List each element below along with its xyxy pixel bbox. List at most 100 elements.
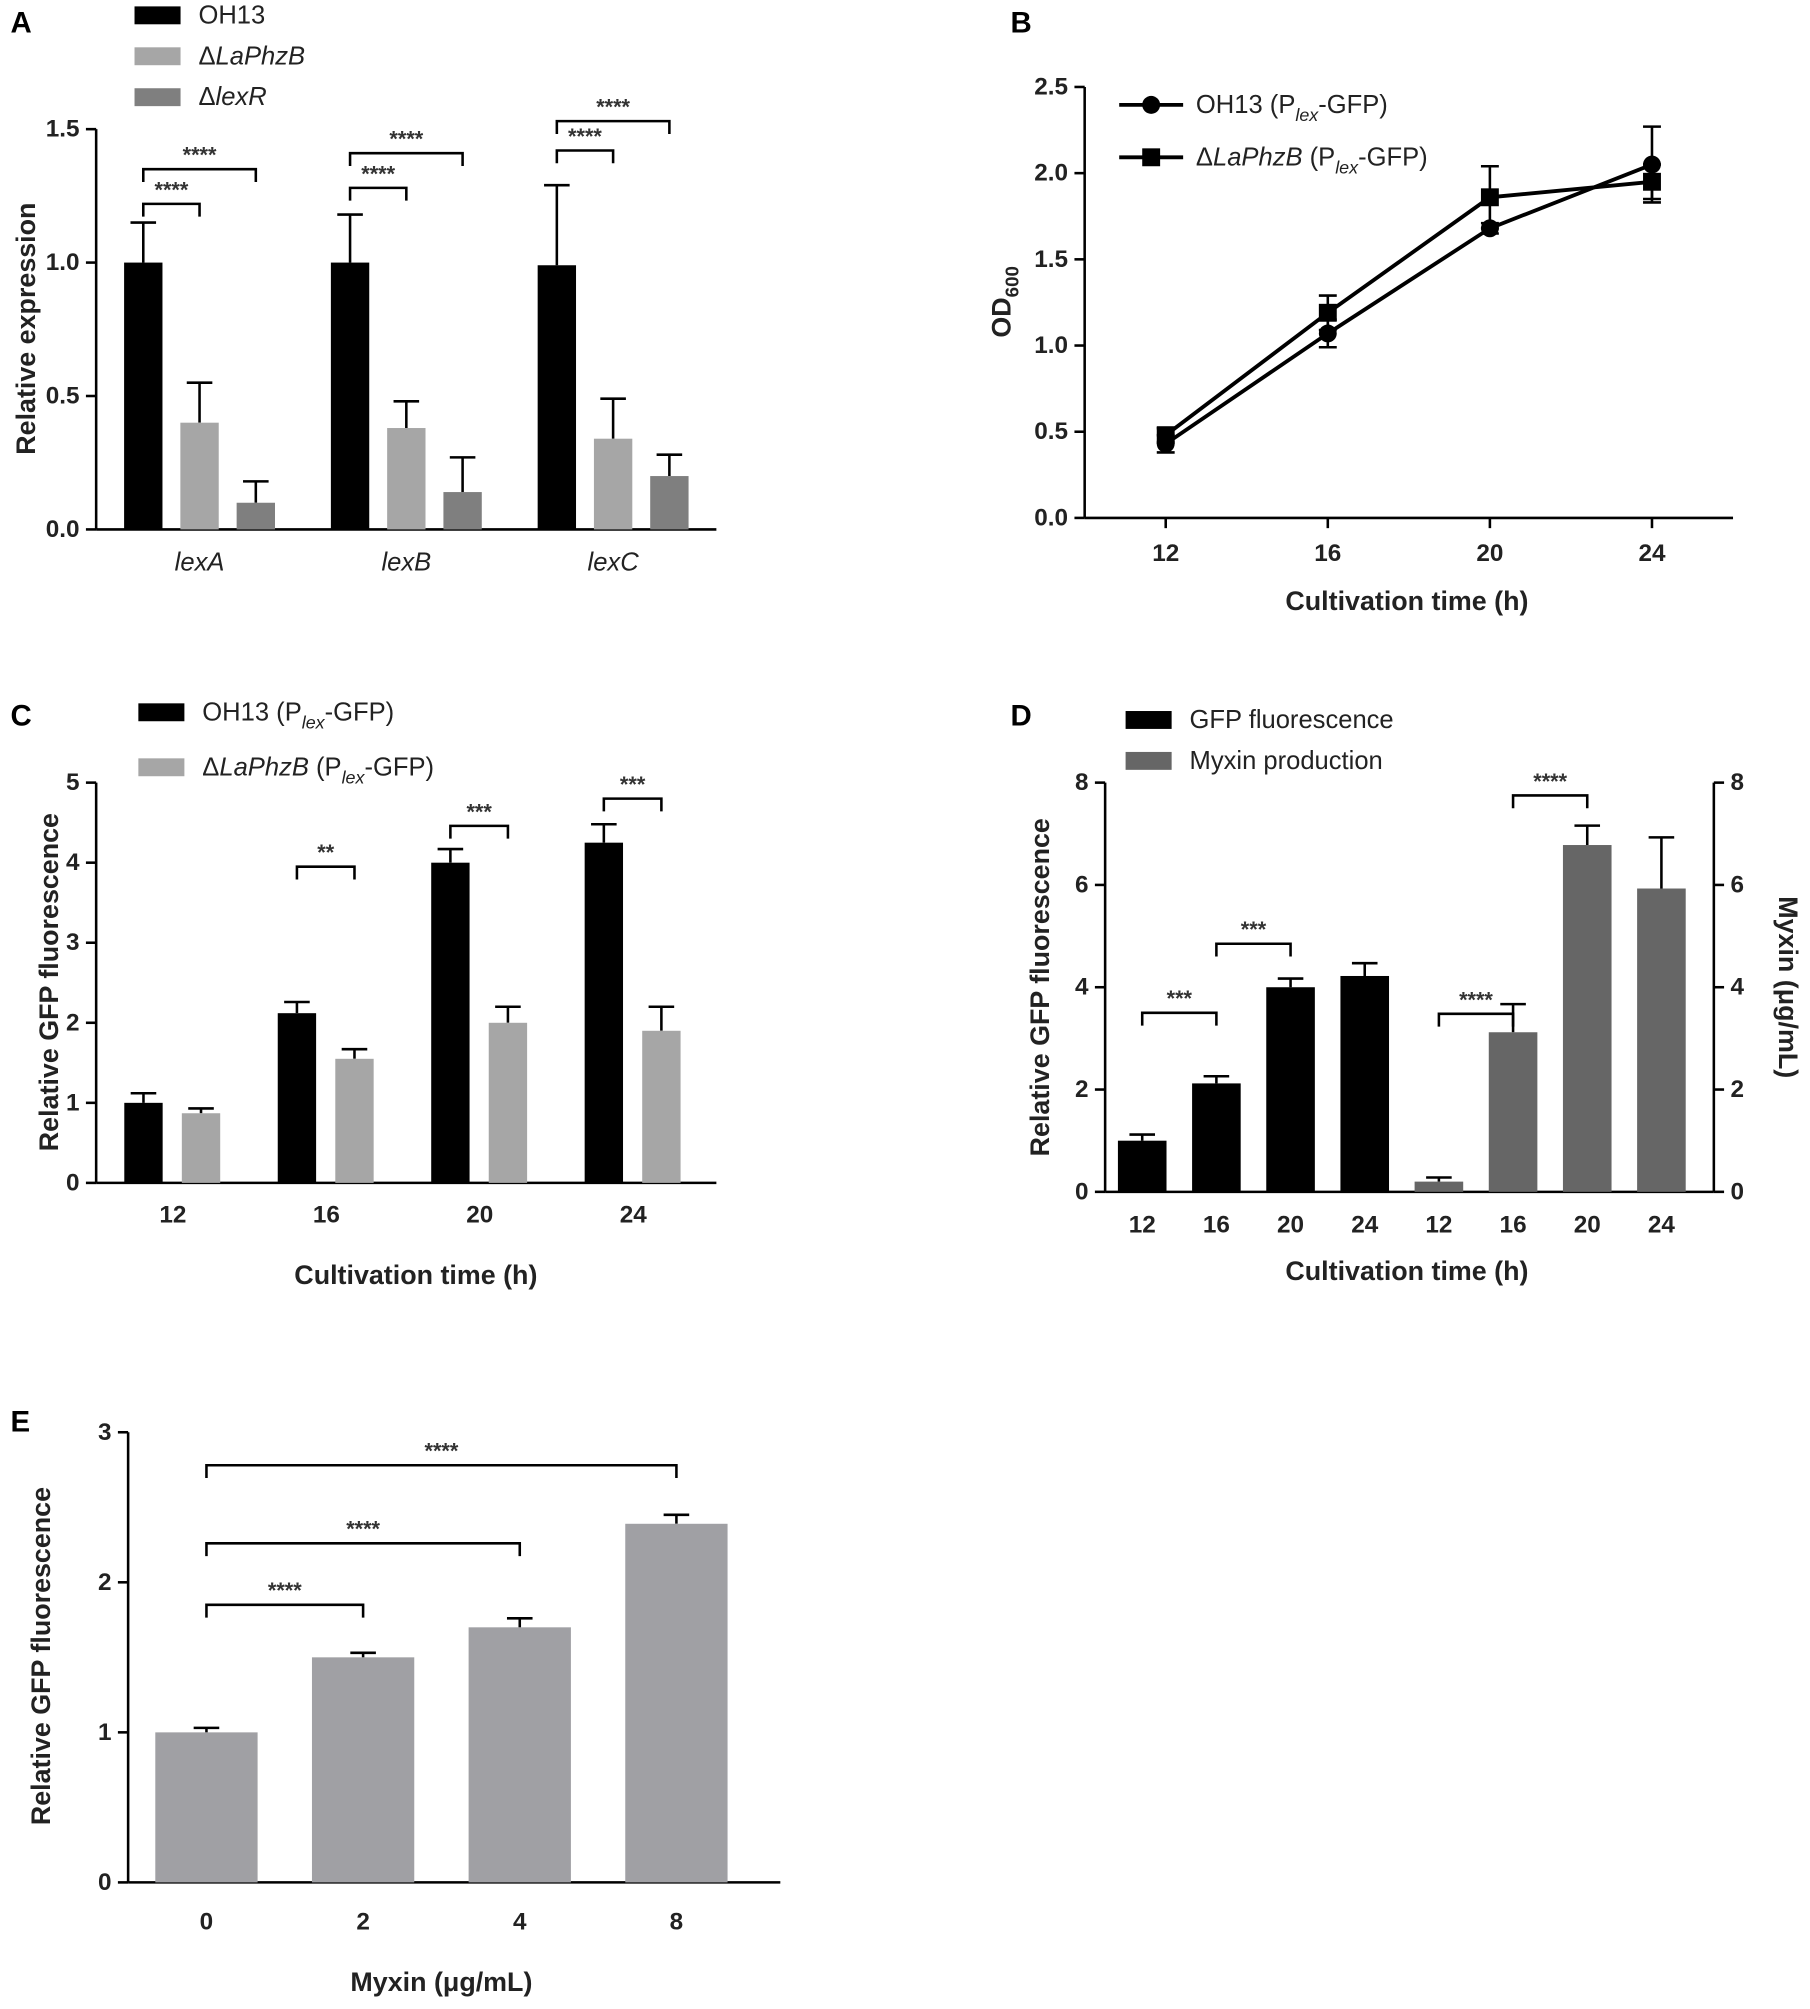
x-tick-label: 20 (1476, 540, 1503, 567)
error-bar (1351, 961, 1378, 976)
legend-label: OH13 (198, 1, 265, 29)
bar (124, 262, 163, 530)
significance-label: **** (1459, 987, 1493, 1012)
y-tick-label: 2 (98, 1569, 112, 1596)
panel-letter: A (10, 7, 31, 40)
x-tick-label: 4 (513, 1909, 527, 1936)
x-tick-label: 20 (1277, 1212, 1304, 1239)
bar (387, 428, 426, 530)
y-tick-label: 1 (98, 1719, 112, 1746)
significance-bracket (142, 167, 258, 182)
marker (1480, 188, 1499, 207)
bar (1637, 888, 1686, 1192)
y-tick-label: 0 (1730, 1178, 1744, 1205)
error-bar (544, 183, 570, 266)
x-tick-label: 24 (620, 1201, 648, 1228)
x-tick-label: 20 (466, 1201, 493, 1228)
x-tick-label: 12 (1152, 540, 1179, 567)
y-tick-label: 0.0 (46, 516, 80, 543)
legend-swatch (134, 6, 181, 25)
panel-letter: B (1011, 7, 1032, 40)
error-bar (437, 847, 464, 863)
y-tick-label: 1.0 (1034, 332, 1068, 359)
y-tick-label: 2.0 (1034, 160, 1068, 187)
error-bar (243, 480, 269, 503)
x-axis-label: Cultivation time (h) (294, 1260, 537, 1290)
y-tick-label: 8 (1730, 769, 1744, 796)
significance-label: **** (268, 1578, 302, 1603)
x-tick-label: lexA (175, 549, 225, 577)
error-bar (393, 400, 420, 429)
significance-label: *** (620, 772, 646, 797)
significance-bracket (205, 1603, 365, 1618)
error-bar (193, 1726, 220, 1733)
bar (468, 1627, 571, 1883)
x-tick-label: 24 (1638, 540, 1666, 567)
x-tick-label: 16 (1203, 1212, 1230, 1239)
significance-label: **** (183, 143, 217, 168)
y-tick-label: 1.0 (46, 249, 80, 276)
x-tick-label: 12 (1425, 1212, 1452, 1239)
significance-bracket (449, 824, 510, 839)
marker (1156, 426, 1175, 445)
significance-bracket (1215, 942, 1292, 957)
significance-bracket (555, 119, 671, 134)
bar (650, 476, 689, 530)
bar (277, 1013, 317, 1183)
bar (1414, 1181, 1464, 1192)
significance-bracket (555, 149, 615, 164)
y-axis-label: OD600 (987, 266, 1023, 338)
bar (1266, 987, 1315, 1192)
y-tick-label: 6 (1075, 871, 1089, 898)
y-tick-label: 5 (66, 769, 80, 796)
y-tick-label: 0 (98, 1869, 112, 1896)
significance-bracket (205, 1463, 678, 1479)
x-axis-label: Cultivation time (h) (1285, 1256, 1528, 1286)
error-bar (1129, 1133, 1156, 1141)
bar (488, 1022, 528, 1183)
significance-label: **** (568, 124, 602, 149)
series-line (1164, 162, 1653, 446)
y-tick-label: 2 (1730, 1076, 1744, 1103)
legend-label: ΔLaPhzB (Plex-GFP) (1196, 143, 1428, 177)
x-tick-label: 16 (313, 1201, 340, 1228)
x-tick-label: 20 (1574, 1212, 1601, 1239)
bar (537, 265, 577, 530)
legend-swatch (138, 703, 185, 722)
y-tick-label: 4 (1075, 974, 1089, 1001)
significance-bracket (348, 151, 464, 166)
x-axis-label: Myxin (μg/mL) (350, 1967, 532, 1997)
error-bar (495, 1005, 521, 1023)
significance-label: *** (466, 799, 492, 824)
bar (181, 1113, 221, 1183)
error-bar (591, 822, 617, 843)
x-tick-label: 24 (1648, 1212, 1676, 1239)
y-tick-label: 0 (66, 1169, 80, 1196)
x-tick-label: 0 (200, 1909, 214, 1936)
error-bar (1648, 836, 1675, 889)
x-tick-label: 24 (1351, 1212, 1379, 1239)
y-axis-label: Relative GFP fluorescence (26, 1487, 56, 1825)
x-tick-label: 12 (1129, 1212, 1156, 1239)
bar (330, 262, 370, 530)
y-axis-label: Relative expression (11, 203, 41, 455)
y-tick-label: 2.5 (1034, 73, 1068, 100)
bar (236, 502, 275, 530)
bar (180, 422, 219, 530)
marker (1142, 148, 1161, 167)
x-tick-label: 2 (356, 1909, 370, 1936)
error-bar (1426, 1176, 1452, 1182)
error-bar (341, 1047, 368, 1059)
significance-label: **** (155, 177, 189, 202)
y-tick-label: 4 (1730, 974, 1744, 1001)
significance-label: ** (317, 840, 334, 865)
x-tick-label: lexB (381, 549, 431, 577)
y-tick-label: 3 (98, 1419, 112, 1446)
legend-label: OH13 (Plex-GFP) (202, 698, 394, 732)
significance-label: *** (1241, 917, 1267, 942)
error-bar (130, 1091, 157, 1103)
marker (1142, 95, 1161, 114)
legend-swatch (134, 88, 181, 107)
